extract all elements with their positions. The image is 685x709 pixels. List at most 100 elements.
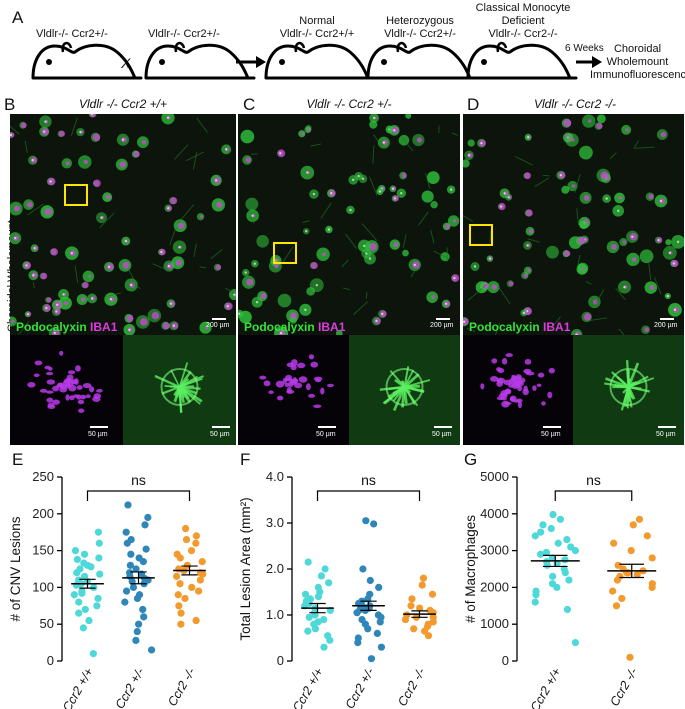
data-point [94, 528, 103, 536]
panel-b-image: Podocalyxin IBA1 200 µm 50 µm 50 µm [10, 114, 236, 445]
data-point [367, 655, 376, 663]
inset-scale-bar-2 [658, 426, 676, 428]
choroid-wholemount-d [463, 114, 684, 345]
data-point [359, 565, 367, 573]
data-point [410, 625, 418, 633]
inset-scale-bar-2 [434, 426, 452, 428]
y-tick-label: 4000 [480, 506, 509, 521]
data-point [133, 627, 141, 636]
data-point [305, 613, 313, 621]
data-point [141, 521, 149, 529]
mouse4-label: Vldlr-/- Ccr2+/- [384, 28, 456, 40]
chart-cnv-lesions: 0 50 100 150 200 250 # of CNV Lesions Ccr2 +/+ C… [8, 469, 207, 709]
choroid-wholemount-b [10, 114, 236, 346]
data-point [198, 558, 206, 566]
data-point [537, 528, 545, 536]
stain-legend: Podocalyxin IBA1 [469, 320, 571, 334]
data-point [70, 591, 78, 599]
data-point [416, 604, 424, 612]
x-tick-label: Ccr2 +/+ [60, 666, 96, 709]
data-point [124, 501, 132, 509]
inset-scale-bar-2 [212, 426, 230, 428]
data-point [424, 632, 433, 640]
x-tick-label: Ccr2 +/+ [528, 666, 564, 709]
panel-letter-c: C [243, 95, 256, 114]
data-point [311, 625, 320, 633]
data-point [129, 583, 138, 591]
data-point [73, 555, 81, 564]
data-point [633, 570, 641, 579]
inset-scale-label-2: 50 µm [432, 431, 452, 438]
data-point [172, 572, 181, 580]
data-point [364, 625, 372, 633]
inset-scale-label: 50 µm [316, 431, 336, 438]
y-tick-label: 2.0 [266, 561, 284, 576]
y-tick-label: 4.0 [266, 469, 284, 484]
data-point [175, 602, 183, 610]
data-point [126, 561, 135, 569]
data-point [548, 554, 556, 562]
data-point [133, 594, 142, 603]
data-point [192, 539, 200, 547]
chart-lesion-area: 0 1.0 2.0 3.0 4.0 Total Lesion Area (mm²) Ccr2… [238, 469, 437, 709]
y-tick-label: 3000 [480, 543, 509, 558]
mouse4-title: Heterozygous [386, 15, 454, 27]
inset-podocalyxin [349, 335, 460, 445]
series-Ccr2- [607, 515, 657, 661]
data-point [188, 583, 196, 591]
data-point [72, 581, 80, 589]
data-point [140, 613, 148, 621]
data-point [139, 605, 147, 614]
data-point [177, 620, 185, 628]
breeding-schematic [31, 41, 602, 80]
y-tick-label: 250 [32, 469, 54, 484]
mouse-4 [366, 41, 478, 80]
panel-letter-a: A [12, 8, 24, 27]
data-point [94, 594, 102, 603]
y-tick-label: 5000 [480, 469, 509, 484]
data-point [643, 532, 651, 540]
inset-podocalyxin [573, 335, 684, 445]
significance-label: ns [361, 472, 376, 488]
data-point [320, 616, 328, 624]
arrow-six-weeks [576, 56, 602, 68]
data-point [648, 583, 656, 591]
mouse5-title-2: Deficient [501, 15, 545, 27]
data-point [121, 598, 129, 606]
data-point [614, 561, 622, 569]
data-point [181, 594, 189, 603]
y-axis-label: # of Macrophages [463, 515, 478, 623]
x-tick-label: Ccr2 -/- [395, 666, 428, 709]
x-tick-label: Ccr2 +/+ [290, 666, 326, 709]
data-point [78, 589, 86, 597]
data-point [648, 554, 656, 562]
data-point [95, 539, 103, 547]
data-point [553, 583, 561, 591]
x-tick-label: Ccr2 +/- [113, 666, 148, 709]
data-point [571, 639, 580, 647]
series-Ccr2- [530, 510, 580, 647]
panel-letter-g: G [464, 450, 478, 469]
scale-label: 200 µm [206, 322, 230, 329]
inset-iba1 [463, 335, 573, 445]
data-point [635, 515, 644, 523]
data-point [95, 554, 103, 562]
mouse1-label: Vldlr-/- Ccr2+/- [36, 28, 108, 40]
data-point [362, 517, 370, 525]
scale-bar [660, 318, 674, 320]
data-point [418, 581, 426, 589]
series-Ccr2- [70, 528, 104, 658]
data-point [610, 539, 618, 547]
inset-scale-bar [318, 426, 336, 428]
inset-podocalyxin [123, 335, 236, 445]
data-point [571, 547, 579, 555]
data-point [612, 602, 621, 610]
data-point [176, 580, 184, 588]
significance-bracket [316, 490, 421, 501]
data-point [135, 620, 143, 628]
y-tick-label: 2000 [480, 579, 509, 594]
mouse5-label: Vldlr-/- Ccr2-/- [488, 28, 558, 40]
significance-label: ns [131, 472, 146, 488]
data-point [326, 636, 334, 644]
data-point [377, 643, 386, 651]
